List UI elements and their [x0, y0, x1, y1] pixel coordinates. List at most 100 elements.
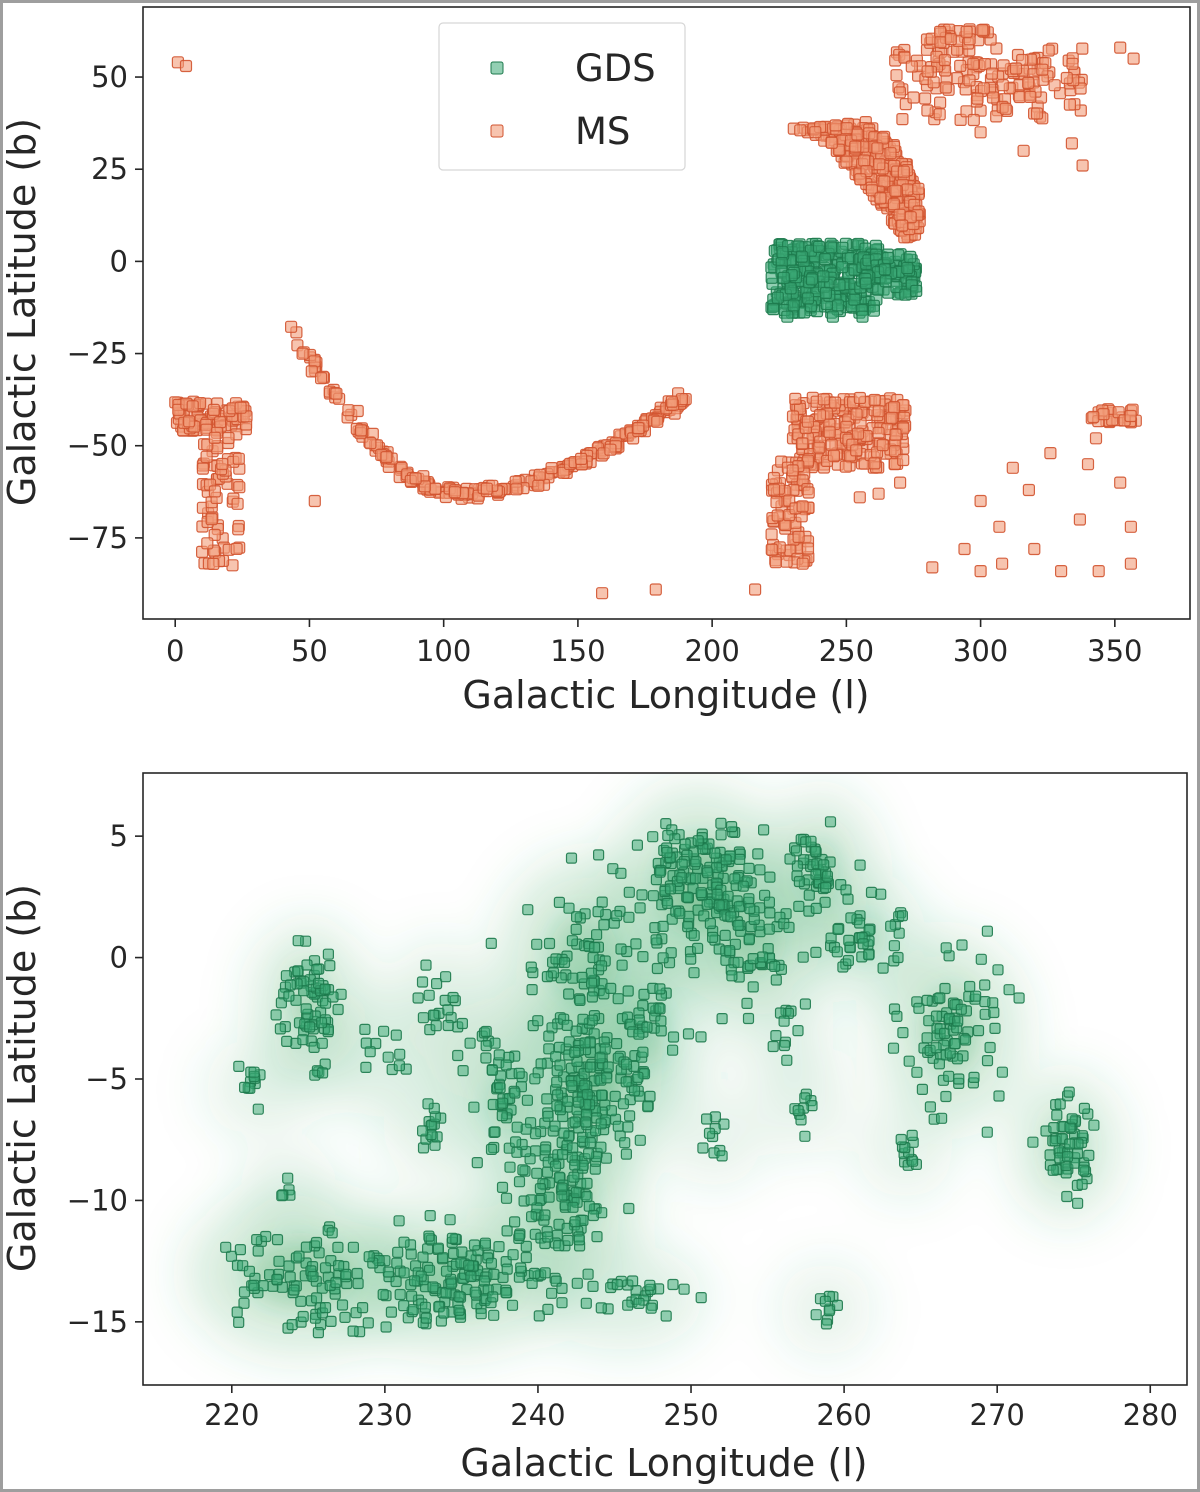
ms-point — [850, 408, 863, 421]
gds-point — [300, 1003, 312, 1015]
ms-point — [1127, 52, 1140, 65]
gds-point — [612, 1120, 624, 1132]
gds-point — [534, 1182, 547, 1195]
ms-point — [1028, 542, 1041, 556]
gds-point — [398, 1267, 410, 1279]
gds-point — [430, 1020, 442, 1032]
ms-point — [1017, 144, 1030, 157]
gds-point — [274, 1023, 286, 1035]
ms-point — [222, 431, 235, 445]
gds-point — [407, 1304, 419, 1316]
gds-point — [892, 951, 904, 964]
gds-point — [292, 965, 304, 977]
gds-point — [280, 970, 292, 982]
ms-point — [1087, 410, 1100, 424]
gds-point — [644, 1090, 656, 1103]
gds-point — [556, 1190, 568, 1202]
gds-point — [878, 263, 892, 276]
ms-point — [665, 395, 679, 408]
gds-point — [716, 1150, 728, 1162]
gds-point — [585, 967, 598, 979]
gds-point — [934, 992, 946, 1004]
gds-point — [1071, 1197, 1084, 1209]
gds-point — [521, 1094, 534, 1106]
gds-point — [897, 1026, 909, 1039]
legend-gds-label: GDS — [575, 47, 656, 90]
ms-point — [604, 443, 617, 456]
gds-point — [605, 982, 617, 995]
ms-point — [878, 175, 891, 188]
gds-point — [553, 1041, 566, 1054]
gds-point — [734, 853, 746, 866]
gds-point — [692, 835, 704, 847]
gds-point — [452, 1049, 464, 1062]
gds-point — [225, 1250, 238, 1262]
ms-point — [976, 24, 989, 37]
gds-point — [952, 1015, 964, 1027]
ms-point — [207, 557, 220, 571]
gds-point — [479, 1237, 491, 1249]
gds-point — [756, 951, 769, 963]
gds-point — [330, 1276, 342, 1289]
gds-point — [725, 911, 737, 923]
gds-point — [595, 1118, 607, 1130]
gds-point — [695, 1031, 707, 1043]
gds-point — [767, 1040, 779, 1053]
gds-point — [447, 991, 459, 1004]
gds-point — [545, 1287, 558, 1299]
ms-point — [958, 542, 971, 556]
gds-point — [488, 1268, 500, 1281]
gds-point — [777, 271, 790, 284]
gds-point — [955, 1003, 967, 1015]
gds-point — [500, 1287, 512, 1299]
gds-point — [637, 1046, 649, 1058]
ms-point — [480, 482, 493, 495]
top-plot-frame — [142, 6, 1191, 620]
gds-point — [626, 1275, 639, 1287]
gds-point — [333, 1259, 345, 1272]
gds-point — [890, 280, 903, 294]
gds-point — [359, 1023, 371, 1036]
gds-point — [598, 919, 610, 931]
gds-point — [513, 1271, 526, 1283]
ms-point — [1066, 57, 1079, 70]
gds-point — [1063, 1086, 1075, 1098]
ms-point — [308, 355, 321, 368]
ms-point — [896, 112, 909, 126]
gds-point — [282, 1172, 294, 1184]
gds-point — [493, 1240, 505, 1253]
gds-point — [611, 1278, 623, 1291]
gds-point — [297, 1034, 309, 1046]
legend-ms-marker — [490, 124, 504, 138]
gds-point — [733, 901, 745, 913]
gds-point — [390, 1029, 402, 1041]
gds-point — [910, 284, 923, 297]
gds-point — [392, 1246, 404, 1258]
gds-point — [432, 1242, 444, 1254]
gds-point — [1064, 1138, 1076, 1150]
gds-point — [763, 896, 776, 908]
gds-point — [579, 1037, 591, 1049]
gds-point — [580, 1116, 592, 1128]
gds-point — [570, 1186, 582, 1199]
ms-point — [871, 142, 884, 155]
gds-point — [724, 945, 736, 957]
gds-point — [891, 1010, 903, 1023]
gds-point — [743, 933, 755, 946]
ms-point — [216, 457, 229, 471]
gds-point — [382, 1051, 394, 1063]
gds-point — [609, 1090, 621, 1103]
gds-point — [495, 1070, 507, 1082]
gds-point — [911, 1066, 923, 1078]
gds-point — [300, 1241, 312, 1253]
ms-point — [926, 561, 939, 574]
gds-point — [810, 946, 822, 959]
gds-point — [831, 299, 845, 312]
gds-point — [468, 1239, 481, 1251]
ms-point — [986, 91, 1000, 104]
gds-point — [972, 1024, 985, 1037]
ms-point — [813, 441, 826, 454]
gds-point — [325, 1315, 337, 1328]
gds-point — [630, 938, 642, 950]
gds-point — [319, 1262, 332, 1274]
